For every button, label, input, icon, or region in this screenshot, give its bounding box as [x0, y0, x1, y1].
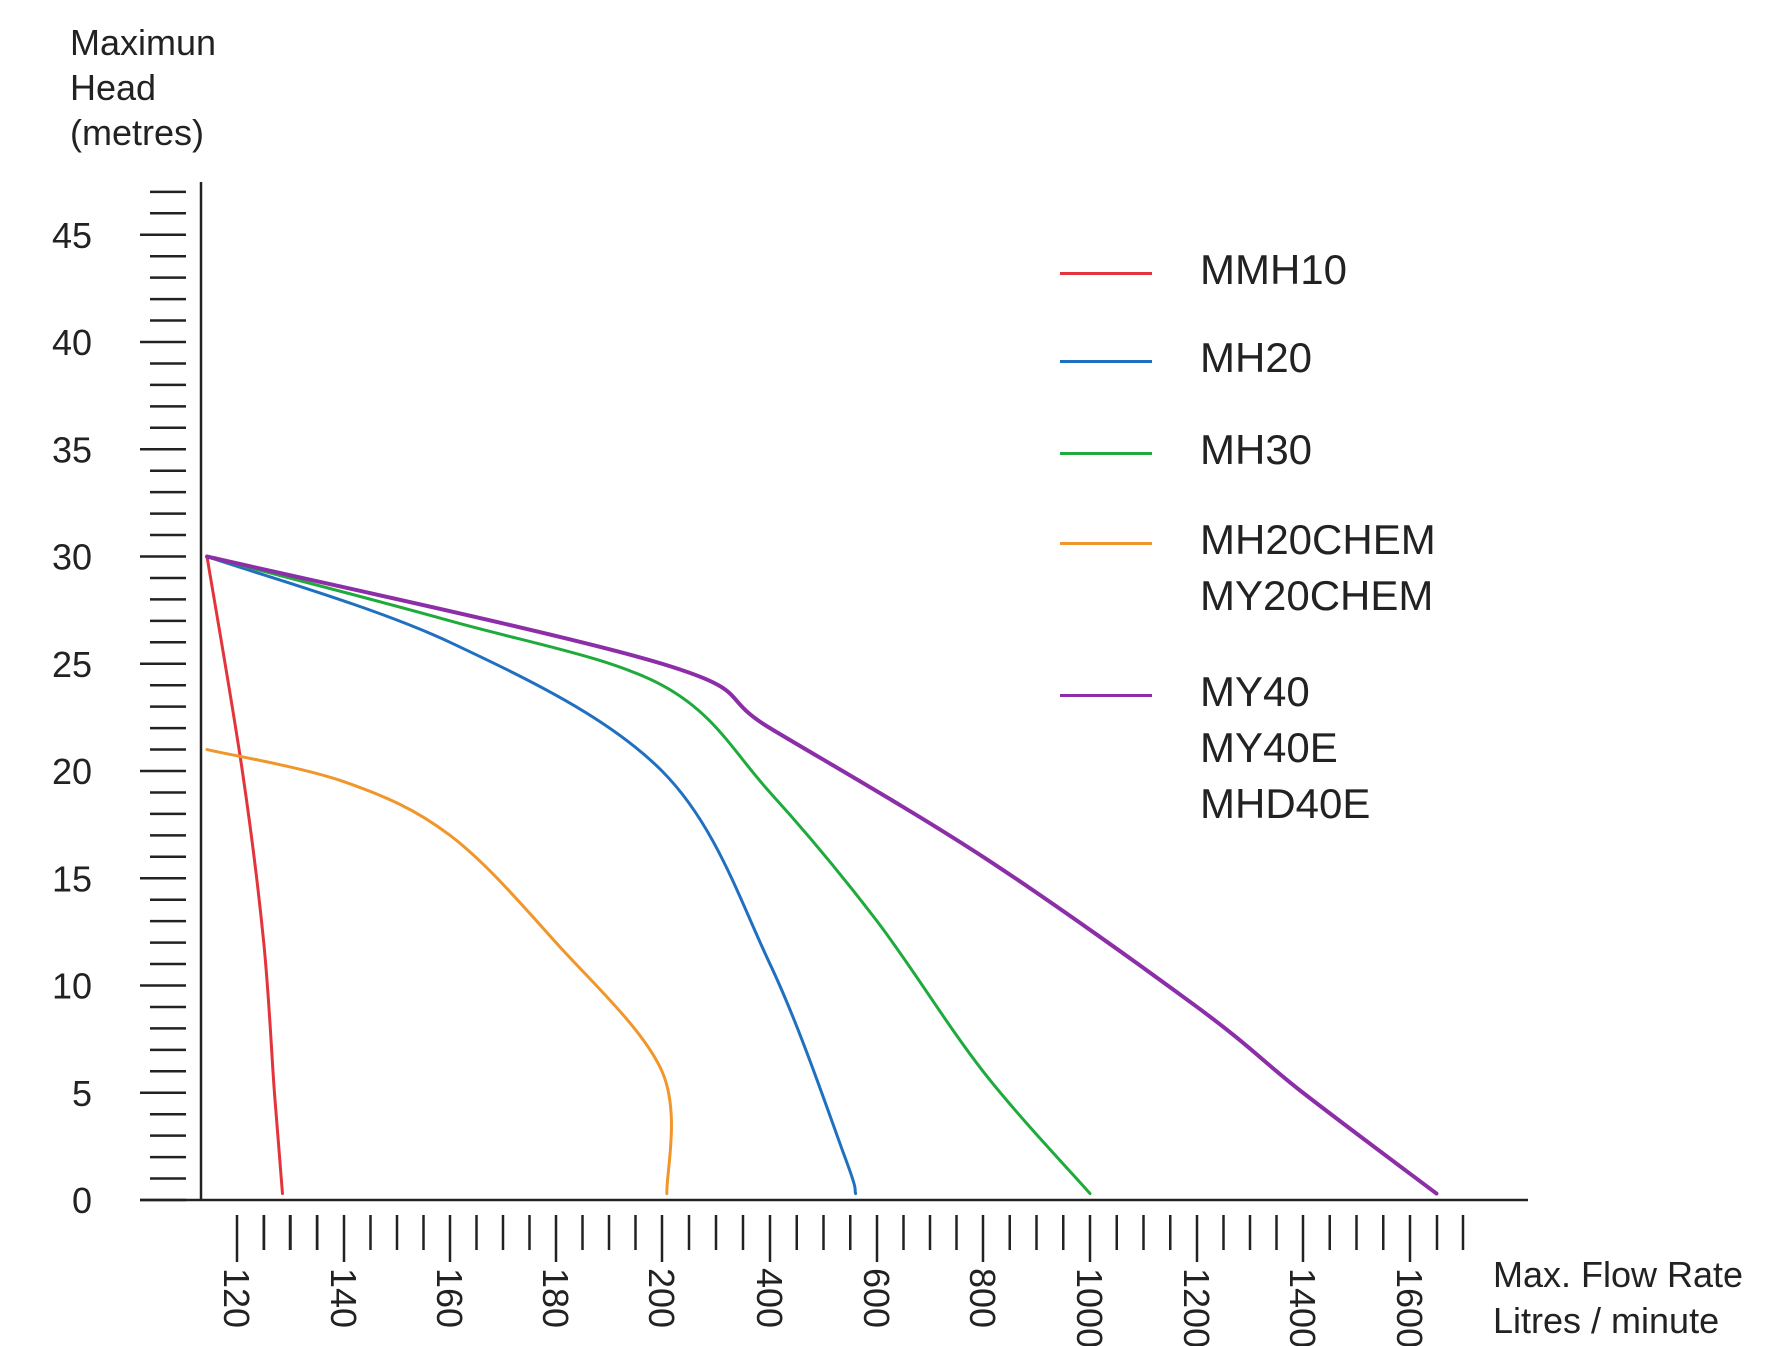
y-tick-label: 25	[52, 644, 92, 685]
x-tick-label: 160	[429, 1268, 470, 1328]
series-line-my40-my40e-mhd40e	[205, 554, 1439, 1196]
series-lines	[205, 554, 1439, 1196]
x-axis-title-line: Max. Flow Rate	[1493, 1254, 1744, 1295]
legend-label: MH30	[1200, 426, 1313, 473]
x-tick-label: 1000	[1069, 1268, 1110, 1346]
series-line-mh20chem-my20chem	[205, 748, 673, 1196]
x-tick-label: 1200	[1176, 1268, 1217, 1346]
x-tick-label: 140	[323, 1268, 364, 1328]
y-tick-label: 35	[52, 429, 92, 470]
y-axis-ticks: 0 5 10 15 20 25 30 35 40 45	[52, 190, 186, 1221]
x-tick-label: 180	[535, 1268, 576, 1328]
legend-swatch	[1060, 360, 1152, 363]
x-tick-label: 120	[216, 1268, 257, 1328]
x-tick-label: 400	[749, 1268, 790, 1328]
legend-label: MMH10	[1200, 246, 1348, 293]
x-axis-ticks: 120 140 160 180 200 400 600 800 1000 1200 1400 1600	[216, 1215, 1465, 1346]
legend-label: MHD40E	[1200, 780, 1371, 827]
series-line-mh20	[205, 555, 858, 1196]
y-axis-title-line: Maximun	[70, 22, 217, 63]
x-tick-label: 600	[856, 1268, 897, 1328]
legend-swatch	[1060, 272, 1152, 275]
y-axis-title: Maximun Head (metres)	[70, 20, 216, 155]
legend-swatch	[1060, 452, 1152, 455]
y-tick-label: 0	[72, 1180, 92, 1221]
x-axis-title-line: Litres / minute	[1493, 1300, 1720, 1341]
x-tick-label: 200	[641, 1268, 682, 1328]
legend-label: MH20CHEM	[1200, 516, 1436, 563]
legend-label: MY40E	[1200, 724, 1338, 771]
series-line-mmh10	[205, 555, 284, 1196]
y-tick-label: 15	[52, 858, 92, 899]
legend-label: MH20	[1200, 334, 1313, 381]
legend-swatch	[1060, 694, 1152, 697]
y-tick-label: 10	[52, 966, 92, 1007]
legend-swatch	[1060, 542, 1152, 545]
series-line-mh30	[205, 555, 1092, 1196]
x-axis-title: Max. Flow Rate Litres / minute	[1493, 1252, 1743, 1344]
y-tick-label: 20	[52, 751, 92, 792]
y-axis-title-line: (metres)	[70, 112, 204, 153]
x-tick-label: 800	[962, 1268, 1003, 1328]
legend-label: MY20CHEM	[1200, 572, 1434, 619]
y-tick-label: 40	[52, 322, 92, 363]
x-tick-label: 1600	[1389, 1268, 1430, 1346]
y-axis-title-line: Head	[70, 67, 157, 108]
y-tick-label: 5	[72, 1073, 92, 1114]
legend: MMH10 MH20 MH30 MH20CHEM MY20CHEM MY40 M…	[1060, 240, 1520, 840]
x-tick-label: 1400	[1282, 1268, 1323, 1346]
y-tick-label: 45	[52, 215, 92, 256]
legend-label: MY40	[1200, 668, 1310, 715]
y-tick-label: 30	[52, 537, 92, 578]
